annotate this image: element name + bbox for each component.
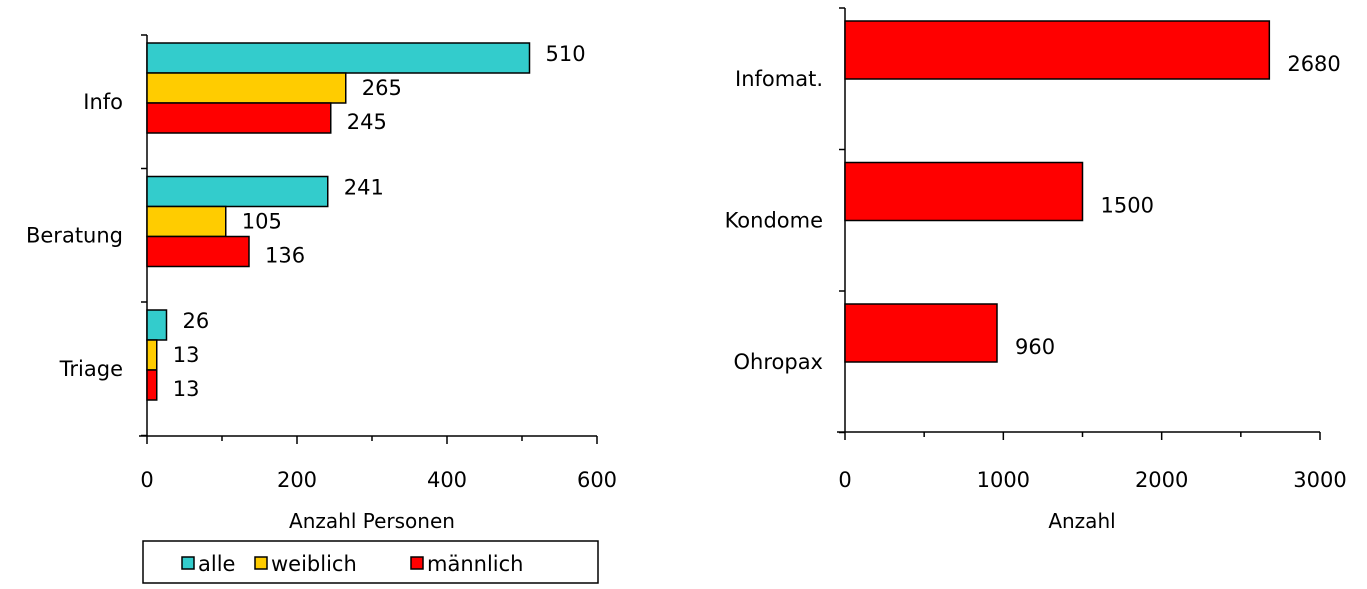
x-tick-label: 0	[140, 468, 153, 492]
data-label-weiblich-beratung: 105	[242, 210, 282, 234]
item-bar-infomat	[844, 20, 1271, 80]
category-label-kondome: Kondome	[725, 208, 823, 232]
legend-label-maennlich: männlich	[427, 552, 523, 576]
x-tick-label: 3000	[1293, 468, 1346, 492]
bar-weiblich-beratung	[146, 205, 227, 238]
x-axis-title: Anzahl	[1048, 509, 1115, 533]
chart-items: 0 1000 2000 3000 Infomat. Kondome Ohropax 2680 1…	[725, 7, 1347, 533]
chart-persons: 0 200 400 600 Info Beratung Triage 510 241 26 265 1…	[26, 34, 617, 533]
bar-maennlich-triage	[146, 369, 158, 401]
bar-weiblich-info	[146, 72, 347, 104]
bar-alle-info	[146, 42, 531, 74]
legend-label-alle: alle	[198, 552, 235, 576]
data-label-maennlich-triage: 13	[173, 377, 200, 401]
item-bar-ohropax	[844, 303, 998, 363]
bar-maennlich-info	[146, 102, 332, 134]
bar-weiblich-triage	[146, 339, 158, 371]
category-label-infomat: Infomat.	[735, 67, 823, 91]
legend-swatch-weiblich	[254, 556, 268, 570]
legend-box	[142, 540, 599, 584]
legend-swatch-alle	[181, 556, 195, 570]
legend-swatch-maennlich	[410, 556, 424, 570]
x-tick-label: 400	[427, 468, 467, 492]
data-label-maennlich-info: 245	[347, 110, 387, 134]
data-label-alle-beratung: 241	[344, 176, 384, 200]
x-tick-label: 200	[277, 468, 317, 492]
x-axis-title: Anzahl Personen	[289, 509, 455, 533]
category-label-ohropax: Ohropax	[734, 350, 824, 374]
data-label-infomat: 2680	[1287, 52, 1340, 76]
data-label-weiblich-triage: 13	[173, 343, 200, 367]
x-tick-label: 1000	[977, 468, 1030, 492]
data-label-alle-triage: 26	[183, 309, 210, 333]
bar-alle-triage	[146, 309, 168, 341]
legend: alle weiblich männlich	[142, 540, 599, 584]
data-label-ohropax: 960	[1015, 335, 1055, 359]
category-label-beratung: Beratung	[26, 223, 123, 247]
data-label-weiblich-info: 265	[362, 76, 402, 100]
category-label-triage: Triage	[59, 357, 123, 381]
bar-maennlich-beratung	[146, 235, 250, 268]
legend-label-weiblich: weiblich	[271, 552, 357, 576]
x-tick-label: 0	[838, 468, 851, 492]
bar-alle-beratung	[146, 175, 329, 208]
category-label-info: Info	[83, 90, 123, 114]
data-label-kondome: 1500	[1101, 194, 1154, 218]
data-label-maennlich-beratung: 136	[265, 244, 305, 268]
item-bar-kondome	[844, 161, 1084, 222]
x-tick-label: 2000	[1135, 468, 1188, 492]
data-label-alle-info: 510	[546, 42, 586, 66]
x-tick-label: 600	[577, 468, 617, 492]
